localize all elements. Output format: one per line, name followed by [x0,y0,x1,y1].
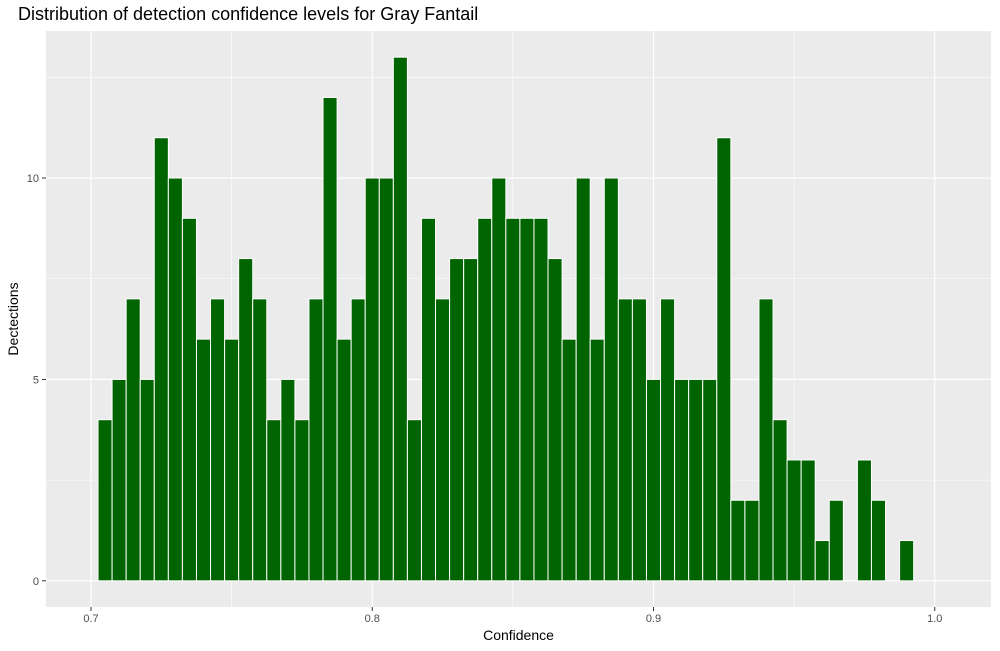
histogram-bar [561,338,577,582]
x-tick-label: 0.9 [646,613,661,625]
histogram-bar [856,459,872,582]
histogram-bar [435,298,451,582]
histogram-bar [125,298,141,582]
y-tick-label: 0 [33,576,39,588]
histogram-bar [603,177,619,582]
histogram-bar [280,378,296,582]
x-axis-title: Confidence [483,627,554,643]
histogram-bar [139,378,155,582]
histogram-bar [702,378,718,582]
histogram-bar [617,298,633,582]
histogram-bar [420,217,437,582]
histogram-bar [899,540,915,582]
histogram-bar [730,499,746,582]
histogram-bar [631,298,647,582]
histogram-bar [294,419,310,582]
x-tick-label: 0.7 [83,613,98,625]
histogram-bar [519,217,535,582]
histogram-bar [533,217,549,582]
histogram-bar [645,378,662,582]
histogram-bar [463,258,479,582]
histogram-bar [491,177,507,582]
histogram-bar [392,56,408,582]
histogram-bar [322,96,338,582]
histogram-bar [406,419,422,582]
histogram-bar [97,419,113,582]
histogram-bar [772,419,788,582]
histogram-bar [364,177,380,582]
histogram-bar [716,137,732,582]
histogram-bar [167,177,183,582]
histogram-bar [336,338,352,582]
histogram-bar [814,540,830,582]
histogram-bar [308,298,324,582]
y-axis-title: Dectections [5,282,21,355]
histogram-bar [350,298,366,582]
histogram-bar [195,338,212,582]
histogram-bar [758,298,774,582]
histogram-bar [800,459,816,582]
histogram-bar [378,177,394,582]
histogram-bar [575,177,591,582]
histogram-bar [111,378,127,582]
histogram-bar [660,298,676,582]
histogram-bar [210,298,226,582]
histogram-bar [505,217,521,582]
histogram-bar [224,338,240,582]
histogram-bar [266,419,282,582]
y-tick-label: 5 [33,374,39,386]
y-tick-label: 10 [27,173,39,185]
histogram-bar [744,499,760,582]
histogram-bar [181,217,197,582]
histogram-bar [477,217,493,582]
histogram-bars [97,56,915,582]
histogram-bar [449,258,465,582]
histogram-bar [589,338,605,582]
chart-title: Distribution of detection confidence lev… [18,4,479,24]
x-tick-label: 1.0 [927,613,942,625]
histogram-bar [674,378,690,582]
x-tick-label: 0.8 [365,613,380,625]
histogram-bar [870,499,887,582]
histogram-bar [547,258,563,582]
y-axis-ticks: 0 5 10 [27,173,46,588]
x-axis-ticks: 0.7 0.8 0.9 1.0 [83,607,942,625]
histogram-bar [828,499,844,582]
histogram-bar [786,459,802,582]
histogram-bar [688,378,704,582]
histogram-bar [252,298,268,582]
histogram-bar [153,137,169,582]
histogram-bar [238,258,254,582]
